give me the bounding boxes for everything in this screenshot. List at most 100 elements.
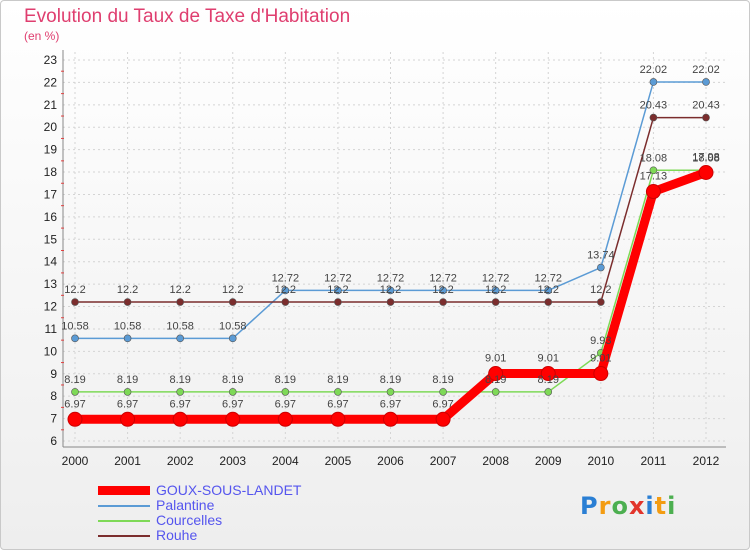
x-tick-label: 2000: [62, 454, 89, 468]
legend-swatch-rouhe: [98, 535, 150, 537]
data-label: 10.58: [61, 320, 89, 332]
data-point: [597, 263, 605, 272]
data-point: [123, 388, 132, 396]
data-label: 6.97: [380, 398, 401, 410]
y-tick-label: 20: [44, 120, 58, 134]
data-point: [597, 298, 605, 306]
data-point: [176, 388, 184, 396]
legend-swatch-courcelles: [98, 520, 150, 522]
legend-label-courcelles: Courcelles: [156, 512, 223, 528]
data-point: [386, 286, 395, 295]
y-tick-label: 22: [44, 75, 58, 89]
y-tick-label: 12: [44, 300, 58, 314]
data-point: [172, 411, 188, 427]
data-label: 12.72: [272, 272, 300, 284]
data-label: 12.72: [324, 272, 352, 284]
data-label: 12.2: [432, 284, 453, 296]
data-point: [334, 286, 342, 295]
data-point: [281, 298, 290, 306]
series-lines: [67, 78, 714, 427]
data-point: [439, 286, 447, 295]
data-labels: 10.58 10.58 10.58 10.58 12.72 12.72 12.72 12.72…: [61, 64, 720, 410]
data-point: [330, 411, 346, 427]
y-tick-label: 21: [44, 98, 58, 112]
data-label: 10.58: [114, 320, 142, 332]
legend-swatch-goux: [98, 486, 150, 495]
x-tick-label: 2009: [535, 454, 562, 468]
data-label: 18.08: [692, 152, 720, 164]
data-point: [228, 334, 237, 343]
data-label: 20.43: [692, 100, 720, 112]
y-tick-label: 7: [50, 412, 57, 426]
data-label: 12.2: [485, 284, 506, 296]
x-tick-label: 2006: [377, 454, 404, 468]
data-label: 12.2: [380, 284, 401, 296]
data-label: 8.19: [538, 374, 559, 386]
data-point: [386, 298, 395, 306]
x-tick-label: 2001: [114, 454, 141, 468]
data-point: [123, 298, 132, 306]
y-tick-label: 9: [50, 367, 57, 381]
y-tick-label: 11: [45, 322, 58, 336]
proxiti-logo: Proxiti: [580, 492, 676, 520]
data-label: 6.97: [275, 398, 296, 410]
data-point: [488, 366, 504, 382]
x-tick-label: 2011: [641, 454, 667, 468]
data-label: 22.02: [640, 64, 668, 76]
x-tick-label: 2008: [482, 454, 509, 468]
data-label: 6.97: [64, 398, 85, 410]
data-point: [702, 113, 710, 122]
data-label: 6.97: [327, 398, 348, 410]
data-point: [281, 286, 290, 295]
legend-label-palantine: Palantine: [156, 497, 215, 513]
data-point: [645, 184, 661, 200]
data-point: [383, 411, 398, 427]
data-label: 12.2: [169, 284, 190, 296]
data-point: [67, 411, 83, 427]
data-label: 10.58: [219, 320, 247, 332]
y-tick-label: 6: [50, 434, 57, 448]
data-label: 6.97: [169, 398, 190, 410]
y-tick-label: 13: [44, 277, 58, 291]
data-point: [439, 388, 447, 396]
data-label: 8.19: [64, 374, 85, 386]
data-point: [71, 298, 79, 306]
data-point: [386, 388, 395, 396]
data-label: 8.19: [380, 374, 401, 386]
logo-letter: o: [611, 492, 629, 520]
data-label: 12.2: [327, 284, 348, 296]
data-label: 9.01: [485, 353, 506, 365]
logo-letter: r: [598, 492, 612, 520]
x-tick-label: 2010: [587, 454, 614, 468]
x-tick-label: 2012: [693, 454, 720, 468]
data-point: [649, 113, 658, 122]
data-label: 6.97: [117, 398, 138, 410]
chart-subtitle: (en %): [24, 29, 60, 43]
legend-label-goux: GOUX-SOUS-LANDET: [156, 482, 302, 498]
data-label: 17.98: [692, 152, 720, 164]
grid-lines: [63, 52, 726, 442]
data-label: 12.2: [117, 284, 138, 296]
x-tick-label: 2007: [430, 454, 457, 468]
x-tick-label: 2005: [325, 454, 352, 468]
x-tick-label: 2003: [219, 454, 246, 468]
data-point: [120, 411, 136, 427]
data-label: 22.02: [692, 64, 720, 76]
data-point: [491, 388, 500, 396]
data-label: 6.97: [222, 398, 243, 410]
data-point: [491, 286, 500, 295]
data-label: 12.72: [534, 272, 562, 284]
data-label: 8.19: [117, 374, 138, 386]
x-tick-label: 2002: [167, 454, 194, 468]
data-label: 9.01: [538, 353, 559, 365]
data-point: [71, 388, 79, 396]
data-point: [439, 298, 447, 306]
data-label: 9.01: [590, 353, 611, 365]
y-tick-label: 8: [50, 389, 57, 403]
x-tick-label: 2004: [272, 454, 299, 468]
data-label: 17.13: [640, 171, 668, 183]
data-label: 12.72: [482, 272, 510, 284]
y-tick-label: 19: [44, 143, 58, 157]
y-tick-label: 14: [44, 255, 58, 269]
